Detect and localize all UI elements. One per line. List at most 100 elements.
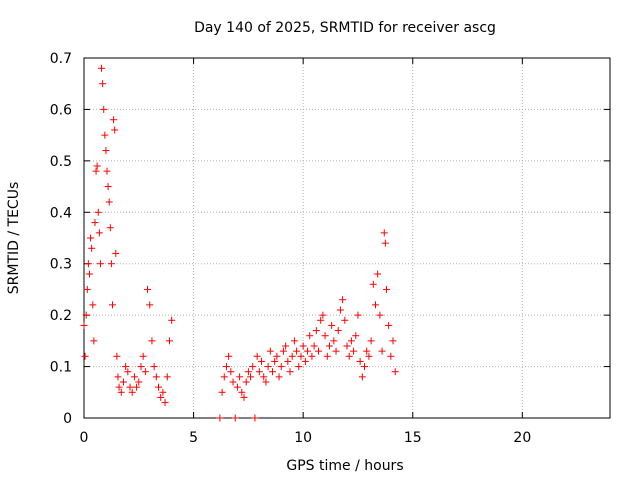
data-point xyxy=(253,352,261,360)
data-point xyxy=(262,378,270,386)
data-point xyxy=(135,378,143,386)
data-point xyxy=(89,301,97,309)
data-point xyxy=(354,311,362,319)
data-point xyxy=(108,301,116,309)
data-point xyxy=(336,306,344,314)
data-point xyxy=(381,239,389,247)
data-point xyxy=(382,285,390,293)
data-point xyxy=(227,368,235,376)
data-point xyxy=(255,368,263,376)
data-point xyxy=(225,352,233,360)
data-point xyxy=(363,347,371,355)
data-point xyxy=(115,383,123,391)
data-point xyxy=(369,280,377,288)
grid xyxy=(84,58,610,418)
data-point xyxy=(279,347,287,355)
data-point xyxy=(117,388,125,396)
chart-title: Day 140 of 2025, SRMTID for receiver asc… xyxy=(194,20,496,36)
data-point xyxy=(111,126,119,134)
data-point xyxy=(114,373,122,381)
data-point xyxy=(315,347,323,355)
data-point xyxy=(350,347,358,355)
data-point xyxy=(102,147,110,155)
data-point xyxy=(168,316,176,324)
data-point xyxy=(301,357,309,365)
data-point xyxy=(295,363,303,371)
data-point xyxy=(110,116,118,124)
data-point xyxy=(155,383,163,391)
data-point xyxy=(341,316,349,324)
data-point xyxy=(317,316,325,324)
data-point xyxy=(238,388,246,396)
data-point xyxy=(93,162,101,170)
data-point xyxy=(319,311,327,319)
data-point xyxy=(101,131,109,139)
data-point xyxy=(84,260,92,268)
data-point xyxy=(365,352,373,360)
data-point xyxy=(240,393,248,401)
data-point xyxy=(385,321,393,329)
data-point xyxy=(374,270,382,278)
data-point xyxy=(130,373,138,381)
data-point xyxy=(222,363,230,371)
data-point xyxy=(277,363,285,371)
data-point xyxy=(391,368,399,376)
data-point xyxy=(323,352,331,360)
plot-frame xyxy=(83,57,611,419)
data-point xyxy=(330,337,338,345)
data-point xyxy=(124,368,132,376)
data-point xyxy=(144,285,152,293)
data-point xyxy=(88,244,96,252)
y-tick-label: 0.6 xyxy=(50,102,72,118)
data-point xyxy=(306,332,314,340)
data-point xyxy=(275,373,283,381)
data-point xyxy=(100,105,108,113)
data-point xyxy=(163,373,171,381)
data-point xyxy=(286,368,294,376)
data-point xyxy=(297,352,305,360)
data-point xyxy=(308,352,316,360)
y-tick-label: 0.7 xyxy=(50,51,72,67)
data-point xyxy=(133,383,141,391)
data-point xyxy=(233,383,241,391)
data-point xyxy=(387,352,395,360)
data-point xyxy=(290,337,298,345)
data-point xyxy=(321,332,329,340)
data-point xyxy=(90,337,98,345)
data-point xyxy=(161,399,169,407)
data-point xyxy=(139,352,147,360)
y-tick-label: 0.1 xyxy=(50,360,72,376)
data-point xyxy=(266,347,274,355)
data-point xyxy=(113,352,121,360)
data-point xyxy=(94,208,102,216)
data-point xyxy=(128,388,136,396)
y-tick-label: 0.2 xyxy=(50,308,72,324)
data-point xyxy=(218,388,226,396)
data-point xyxy=(352,332,360,340)
data-point xyxy=(251,414,259,422)
data-point xyxy=(98,64,106,72)
data-point xyxy=(80,321,88,329)
data-point xyxy=(264,363,272,371)
data-points xyxy=(80,64,399,422)
x-tick-label: 10 xyxy=(294,430,312,446)
data-point xyxy=(282,342,290,350)
data-point xyxy=(96,260,104,268)
data-point xyxy=(376,311,384,319)
data-point xyxy=(81,352,89,360)
data-point xyxy=(361,363,369,371)
data-point xyxy=(378,347,386,355)
data-point xyxy=(106,224,114,232)
y-tick-label: 0.3 xyxy=(50,257,72,273)
data-point xyxy=(371,301,379,309)
data-point xyxy=(148,337,156,345)
data-point xyxy=(332,347,340,355)
data-point xyxy=(159,388,167,396)
data-point xyxy=(389,337,397,345)
data-point xyxy=(312,327,320,335)
data-point xyxy=(339,296,347,304)
data-point xyxy=(91,219,99,227)
data-point xyxy=(345,352,353,360)
data-point xyxy=(347,337,355,345)
